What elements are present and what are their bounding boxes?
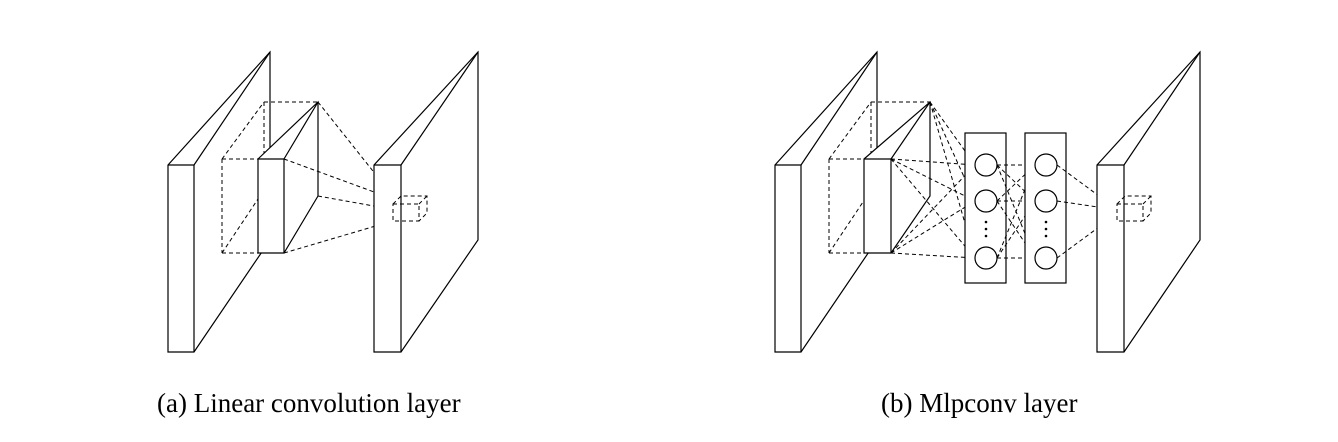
input-feature-map-a: [167, 50, 271, 353]
hidden1-node-1: [974, 153, 998, 177]
receptive-field-patch-a: [221, 101, 318, 254]
output-unit-cube-b: [1116, 195, 1152, 222]
output-feature-map-b: [1096, 50, 1201, 353]
hidden1-node-2: [974, 189, 998, 213]
mlpconv-figure: [774, 50, 1201, 353]
hidden-layer-2: [1024, 132, 1067, 284]
linear-filter-block: [257, 100, 319, 254]
hidden2-ellipsis: [1044, 220, 1048, 238]
hidden1-ellipsis: [984, 220, 988, 238]
output-feature-map-a: [373, 50, 479, 353]
output-unit-cube-a: [392, 195, 428, 222]
input-feature-map-b: [774, 50, 878, 353]
caption-mlpconv: (b) Mlpconv layer: [881, 388, 1078, 418]
hidden-layer-1: [964, 132, 1007, 284]
caption-linear-convolution: (a) Linear convolution layer: [157, 388, 461, 418]
hidden2-node-1: [1034, 153, 1058, 177]
hidden2-node-3: [1034, 246, 1058, 270]
mlp-input-block: [863, 100, 931, 254]
hidden1-node-3: [974, 246, 998, 270]
hidden2-node-2: [1034, 189, 1058, 213]
linear-convolution-figure: [167, 50, 479, 353]
